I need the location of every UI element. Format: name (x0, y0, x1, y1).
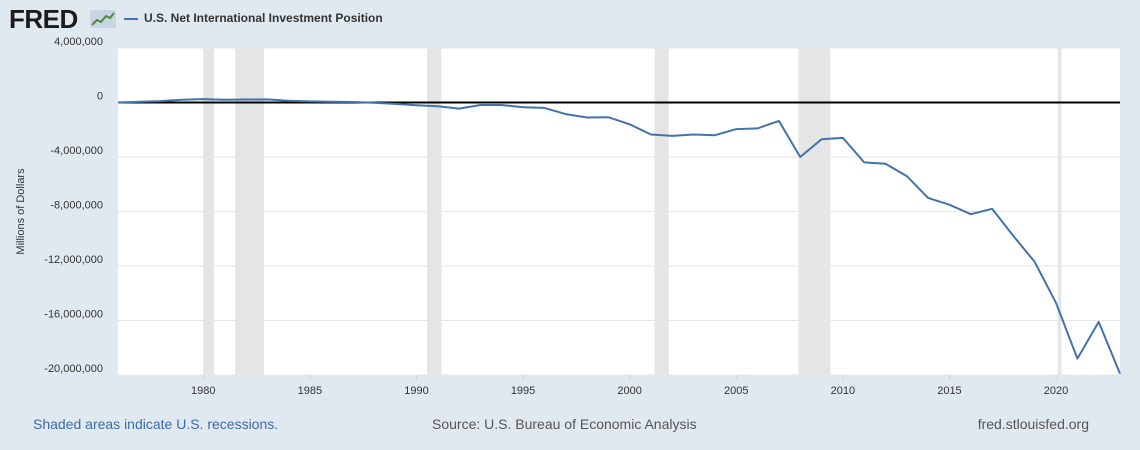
y-tick-label: 0 (97, 91, 103, 103)
y-tick-label: -12,000,000 (44, 254, 103, 266)
x-tick-label: 2005 (724, 385, 748, 397)
x-tick-label: 2015 (937, 385, 961, 397)
x-tick-label: 2010 (831, 385, 855, 397)
y-axis-ticks: 4,000,000 0 -4,000,000 -8,000,000 -12,000,00… (44, 36, 103, 375)
source-note: Source: U.S. Bureau of Economic Analysis (432, 416, 697, 432)
fred-logo-graph-icon[interactable] (90, 10, 116, 28)
y-tick-label: -8,000,000 (50, 200, 103, 212)
recession-note-link[interactable]: Shaded areas indicate U.S. recessions. (33, 416, 279, 432)
line-chart: 4,000,000 0 -4,000,000 -8,000,000 -12,000,00… (15, 36, 1121, 397)
x-tick-label: 1995 (511, 385, 535, 397)
x-axis-ticks: 1980 1985 1990 1995 2000 2005 2010 2015 2020 (191, 375, 1068, 397)
y-tick-label: -20,000,000 (44, 363, 103, 375)
x-tick-label: 2020 (1044, 385, 1068, 397)
y-tick-label: 4,000,000 (54, 36, 103, 48)
legend-series-swatch (124, 18, 138, 20)
legend-series-label: U.S. Net International Investment Positi… (144, 11, 383, 25)
x-tick-label: 1990 (404, 385, 428, 397)
y-tick-label: -16,000,000 (44, 309, 103, 321)
chart-header: FRED U.S. Net International Investment P… (0, 0, 1140, 40)
x-tick-label: 2000 (617, 385, 641, 397)
gridlines (118, 47, 1120, 376)
fred-logo[interactable]: FRED (9, 4, 78, 34)
x-tick-label: 1980 (191, 385, 215, 397)
x-tick-label: 1985 (298, 385, 322, 397)
y-tick-label: -4,000,000 (50, 145, 103, 157)
site-url: fred.stlouisfed.org (977, 416, 1089, 432)
series-line[interactable] (117, 98, 1121, 374)
y-axis-title: Millions of Dollars (15, 168, 27, 255)
